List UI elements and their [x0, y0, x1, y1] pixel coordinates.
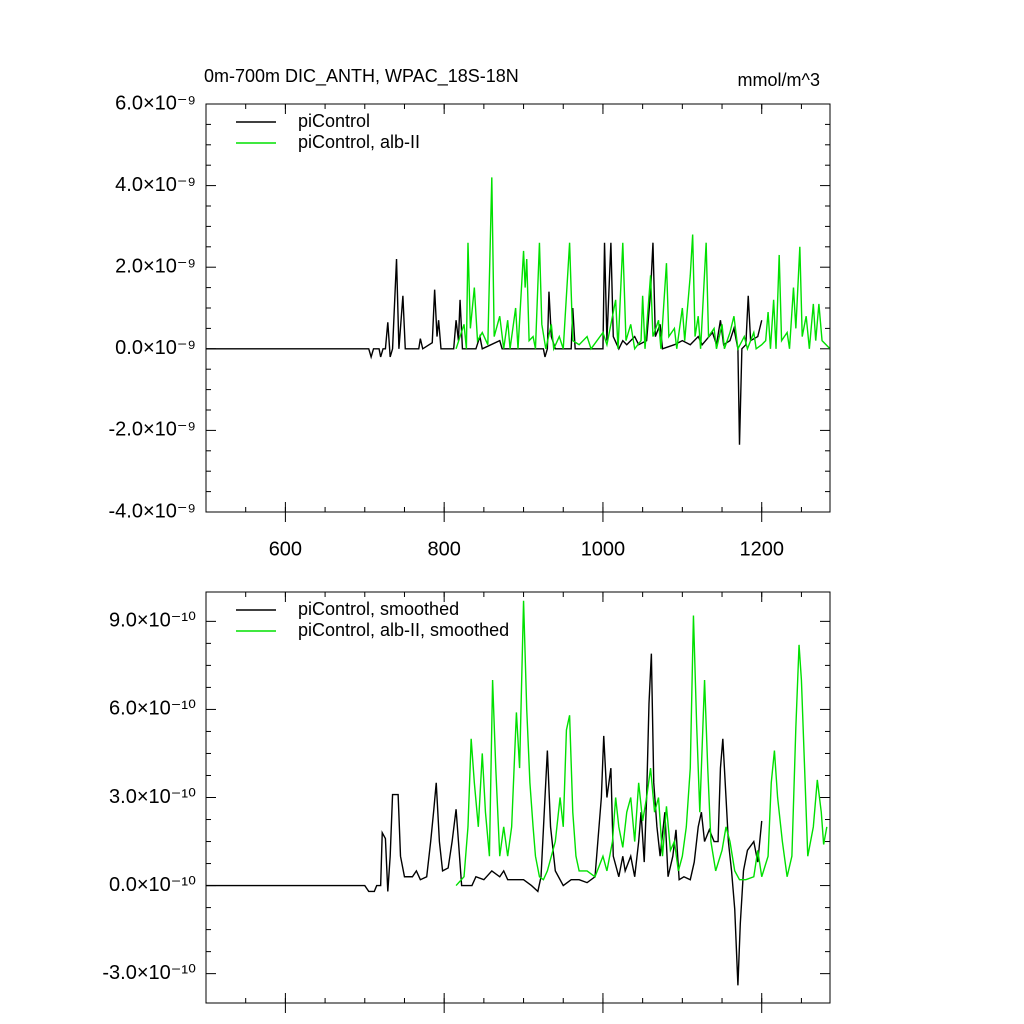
y-tick-label: -4.0×10⁻⁹	[108, 500, 196, 522]
legend-label: piControl, alb-II, smoothed	[298, 620, 509, 640]
series-line	[206, 653, 763, 986]
y-tick-label: 6.0×10⁻¹⁰	[109, 698, 196, 720]
x-tick-label: 600	[269, 538, 302, 560]
y-tick-label: 4.0×10⁻⁹	[115, 174, 196, 196]
x-tick-label: 800	[427, 538, 460, 560]
y-tick-label: 9.0×10⁻¹⁰	[109, 610, 196, 632]
legend-label: piControl, alb-II	[298, 132, 420, 152]
chart-title: 0m-700m DIC_ANTH, WPAC_18S-18N	[204, 66, 519, 87]
plot-frame	[205, 103, 831, 513]
x-tick-label: 1000	[581, 538, 626, 560]
x-tick-label: 1200	[739, 538, 784, 560]
y-tick-label: 0.0×10⁻¹⁰	[109, 874, 196, 896]
y-tick-label: -3.0×10⁻¹⁰	[102, 962, 196, 984]
legend-label: piControl	[298, 111, 370, 131]
series-line	[206, 242, 763, 445]
units-label: mmol/m^3	[738, 70, 820, 90]
y-tick-label: -2.0×10⁻⁹	[108, 419, 196, 441]
series-line	[455, 600, 828, 887]
y-tick-label: 6.0×10⁻⁹	[115, 92, 196, 114]
y-tick-label: 2.0×10⁻⁹	[115, 255, 196, 277]
series-line	[455, 177, 830, 352]
y-tick-label: 0.0×10⁻⁹	[115, 337, 196, 359]
plot-frame	[205, 591, 831, 1004]
legend-label: piControl, smoothed	[298, 599, 459, 619]
y-tick-label: 3.0×10⁻¹⁰	[109, 786, 196, 808]
